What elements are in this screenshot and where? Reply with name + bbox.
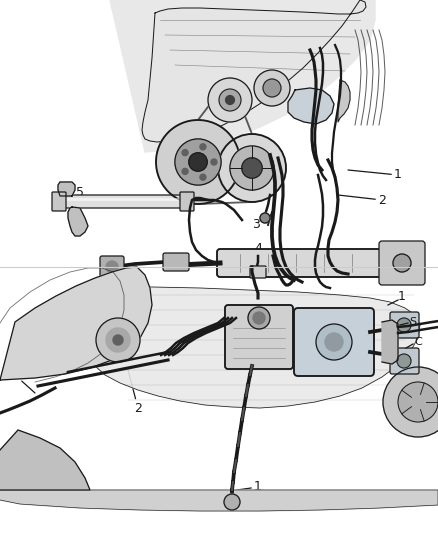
Circle shape bbox=[253, 312, 265, 324]
Polygon shape bbox=[0, 490, 438, 511]
Circle shape bbox=[242, 158, 262, 178]
Text: 2: 2 bbox=[338, 193, 386, 206]
Text: C: C bbox=[414, 337, 422, 347]
Text: 1: 1 bbox=[237, 481, 262, 494]
Polygon shape bbox=[0, 267, 152, 380]
Circle shape bbox=[106, 328, 130, 352]
Circle shape bbox=[219, 89, 241, 111]
Polygon shape bbox=[338, 80, 350, 122]
FancyBboxPatch shape bbox=[390, 312, 419, 338]
Polygon shape bbox=[382, 320, 398, 364]
Circle shape bbox=[325, 333, 343, 351]
Circle shape bbox=[230, 146, 274, 190]
Circle shape bbox=[397, 318, 411, 332]
Polygon shape bbox=[58, 182, 75, 196]
Polygon shape bbox=[68, 207, 88, 236]
FancyBboxPatch shape bbox=[163, 253, 189, 271]
Circle shape bbox=[211, 159, 217, 165]
Circle shape bbox=[113, 335, 123, 345]
Circle shape bbox=[383, 367, 438, 437]
FancyBboxPatch shape bbox=[100, 256, 124, 278]
Circle shape bbox=[263, 79, 281, 97]
Polygon shape bbox=[0, 430, 90, 490]
Circle shape bbox=[106, 261, 118, 273]
Polygon shape bbox=[110, 0, 375, 152]
Polygon shape bbox=[142, 0, 366, 142]
FancyBboxPatch shape bbox=[180, 192, 194, 211]
Polygon shape bbox=[88, 287, 420, 408]
Circle shape bbox=[200, 174, 206, 180]
Circle shape bbox=[260, 213, 270, 223]
Circle shape bbox=[393, 254, 411, 272]
Circle shape bbox=[254, 70, 290, 106]
Circle shape bbox=[224, 494, 240, 510]
Circle shape bbox=[398, 382, 438, 422]
FancyBboxPatch shape bbox=[217, 249, 385, 277]
Text: 3: 3 bbox=[252, 217, 272, 230]
Circle shape bbox=[397, 354, 411, 368]
Circle shape bbox=[208, 78, 252, 122]
Circle shape bbox=[200, 144, 206, 150]
Circle shape bbox=[226, 95, 234, 104]
FancyBboxPatch shape bbox=[225, 305, 293, 369]
Text: 3: 3 bbox=[11, 368, 35, 393]
FancyBboxPatch shape bbox=[294, 308, 374, 376]
Circle shape bbox=[218, 134, 286, 202]
Circle shape bbox=[156, 120, 240, 204]
Circle shape bbox=[96, 318, 140, 362]
Circle shape bbox=[248, 307, 270, 329]
Polygon shape bbox=[288, 88, 334, 124]
Text: 1: 1 bbox=[398, 290, 406, 303]
FancyBboxPatch shape bbox=[57, 195, 189, 208]
FancyBboxPatch shape bbox=[250, 266, 266, 278]
Text: 1: 1 bbox=[348, 168, 402, 182]
Circle shape bbox=[182, 168, 188, 174]
Circle shape bbox=[175, 139, 221, 185]
Circle shape bbox=[189, 153, 207, 171]
Circle shape bbox=[316, 324, 352, 360]
Text: 5: 5 bbox=[76, 187, 100, 202]
Text: S: S bbox=[410, 317, 417, 327]
Text: 2: 2 bbox=[128, 370, 142, 415]
Circle shape bbox=[182, 150, 188, 156]
FancyBboxPatch shape bbox=[390, 348, 419, 374]
FancyBboxPatch shape bbox=[379, 241, 425, 285]
FancyBboxPatch shape bbox=[52, 192, 66, 211]
Text: 4: 4 bbox=[254, 241, 262, 267]
